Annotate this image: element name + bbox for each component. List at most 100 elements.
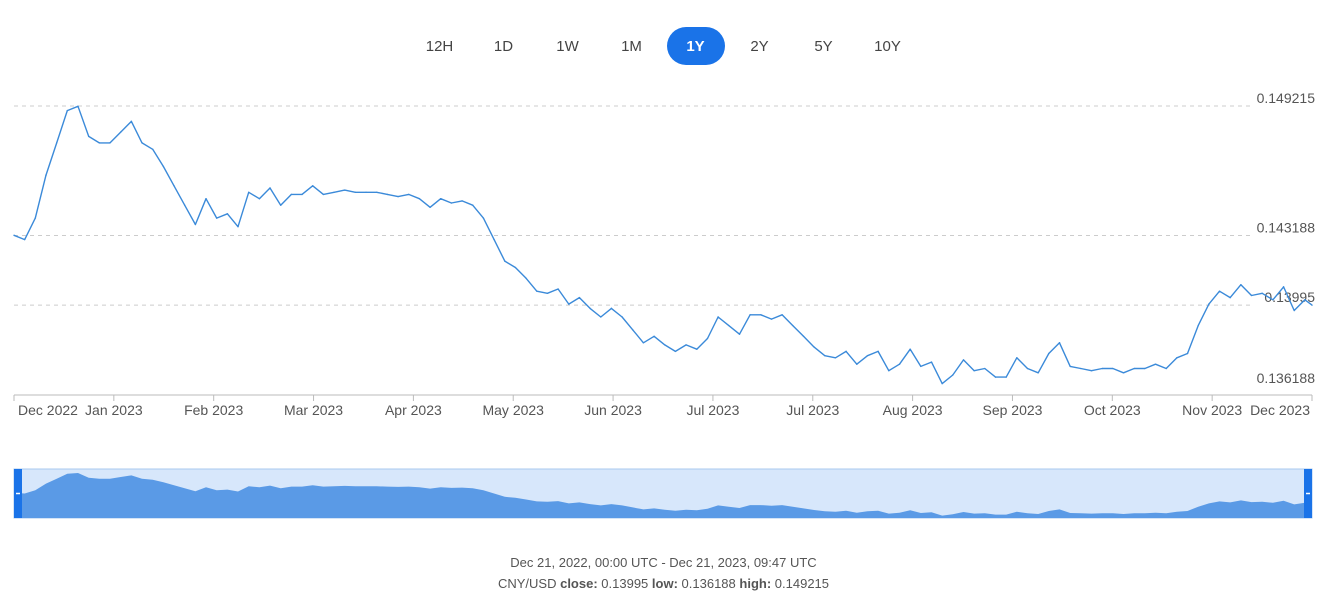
range-navigator[interactable] bbox=[13, 468, 1313, 519]
range-button-1m[interactable]: 1M bbox=[621, 37, 642, 55]
x-tick-label: Sep 2023 bbox=[982, 402, 1042, 418]
data-point bbox=[1133, 367, 1135, 370]
data-point bbox=[1186, 352, 1189, 355]
x-tick-label: Jun 2023 bbox=[584, 402, 642, 418]
data-point bbox=[1101, 367, 1103, 370]
range-button-2y[interactable]: 2Y bbox=[750, 37, 769, 55]
data-point bbox=[781, 314, 783, 316]
data-point bbox=[1261, 292, 1263, 295]
data-point bbox=[834, 357, 837, 359]
data-point bbox=[610, 307, 613, 310]
navigator-area bbox=[14, 473, 1312, 518]
data-point bbox=[1122, 372, 1125, 374]
data-point bbox=[568, 303, 570, 305]
data-point bbox=[301, 193, 303, 196]
data-point bbox=[322, 193, 325, 196]
data-point bbox=[130, 120, 133, 123]
data-point bbox=[1229, 296, 1231, 299]
x-tick-label: Apr 2023 bbox=[385, 402, 442, 418]
x-tick-label: Nov 2023 bbox=[1182, 402, 1242, 418]
data-point bbox=[642, 342, 645, 344]
data-point bbox=[717, 316, 719, 318]
data-point bbox=[226, 213, 229, 215]
data-point bbox=[1005, 376, 1007, 378]
data-point bbox=[546, 292, 549, 295]
data-point bbox=[941, 382, 943, 385]
data-point bbox=[450, 202, 453, 204]
data-point bbox=[706, 337, 709, 340]
data-point bbox=[632, 329, 634, 331]
data-point bbox=[269, 187, 271, 189]
data-point bbox=[898, 363, 901, 365]
data-point bbox=[1218, 290, 1221, 292]
data-point bbox=[248, 191, 250, 193]
data-point bbox=[376, 191, 378, 193]
date-range-text: Dec 21, 2022, 00:00 UTC - Dec 21, 2023, … bbox=[510, 555, 817, 570]
data-point bbox=[1293, 309, 1295, 312]
data-point bbox=[13, 234, 15, 236]
data-point bbox=[578, 296, 581, 299]
data-point bbox=[1208, 303, 1210, 305]
data-point bbox=[920, 365, 922, 368]
close-value: 0.13995 bbox=[601, 576, 649, 591]
x-tick-label: Mar 2023 bbox=[284, 402, 343, 418]
data-point bbox=[194, 223, 197, 226]
data-point bbox=[397, 195, 399, 198]
y-axis-labels: 0.149215 0.143188 0.13995 0.136188 bbox=[1257, 90, 1316, 386]
data-point bbox=[738, 333, 741, 335]
data-point bbox=[930, 361, 933, 363]
data-point bbox=[1112, 367, 1114, 370]
x-tick-label: Jul 2023 bbox=[786, 402, 839, 418]
data-point bbox=[952, 374, 954, 376]
low-value: 0.136188 bbox=[681, 576, 736, 591]
x-tick-label: May 2023 bbox=[482, 402, 544, 418]
data-point bbox=[1026, 367, 1029, 370]
data-point bbox=[770, 318, 773, 320]
x-tick-label: Dec 2022 bbox=[18, 402, 78, 418]
data-point bbox=[1037, 372, 1039, 374]
data-point bbox=[1154, 363, 1157, 365]
range-button-1w[interactable]: 1W bbox=[556, 37, 579, 55]
data-point bbox=[1144, 367, 1146, 370]
range-button-5y[interactable]: 5Y bbox=[814, 37, 833, 55]
data-point bbox=[77, 105, 79, 108]
data-point bbox=[994, 376, 997, 378]
data-point bbox=[1058, 342, 1061, 344]
y-tick-label: 0.149215 bbox=[1257, 90, 1316, 106]
data-point bbox=[365, 191, 367, 193]
data-point bbox=[1311, 304, 1313, 306]
data-point bbox=[98, 142, 101, 144]
range-button-12h[interactable]: 12H bbox=[425, 37, 454, 55]
y-tick-label: 0.143188 bbox=[1257, 220, 1316, 236]
data-point bbox=[696, 348, 698, 350]
data-point bbox=[1282, 286, 1285, 288]
y-tick-label: 0.136188 bbox=[1257, 370, 1316, 386]
data-point bbox=[141, 142, 143, 144]
range-button-10y[interactable]: 10Y bbox=[874, 37, 901, 55]
range-button-1d[interactable]: 1D bbox=[493, 37, 514, 55]
data-point bbox=[344, 189, 346, 191]
data-point bbox=[1240, 284, 1242, 286]
data-point bbox=[482, 217, 485, 219]
data-point bbox=[23, 238, 26, 241]
data-point bbox=[792, 324, 794, 327]
data-point bbox=[674, 350, 677, 353]
data-point bbox=[728, 324, 730, 327]
data-point bbox=[1048, 352, 1050, 355]
data-point bbox=[440, 198, 442, 200]
data-point bbox=[1165, 367, 1167, 370]
x-tick-label: Feb 2023 bbox=[184, 402, 243, 418]
x-tick-label: Aug 2023 bbox=[883, 402, 943, 418]
chart-footer: Dec 21, 2022, 00:00 UTC - Dec 21, 2023, … bbox=[0, 552, 1327, 594]
range-selector: 12H 1D 1W 1M 1Y 2Y 5Y 10Y bbox=[0, 27, 1327, 65]
range-button-1y[interactable]: 1Y bbox=[666, 27, 725, 65]
data-point bbox=[749, 314, 751, 316]
data-point bbox=[760, 314, 762, 316]
data-point bbox=[845, 350, 847, 353]
data-point bbox=[589, 307, 591, 310]
grid-lines bbox=[14, 105, 1250, 306]
data-point bbox=[984, 367, 986, 370]
data-point bbox=[1176, 357, 1178, 359]
data-point bbox=[866, 354, 869, 357]
data-point bbox=[386, 193, 389, 196]
